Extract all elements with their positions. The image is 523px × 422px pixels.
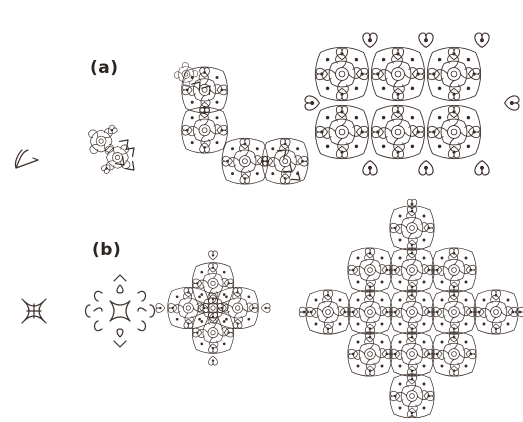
row-a-label: (a) xyxy=(90,58,119,78)
row-b-stage-2 xyxy=(84,274,156,348)
row-a-stage-4 xyxy=(304,32,520,176)
row-a-stage-1 xyxy=(14,149,39,169)
row-b-label: (b) xyxy=(92,240,122,260)
row-a-stage-2 xyxy=(79,119,139,179)
row-b-stage-1 xyxy=(21,298,47,324)
row-b-stage-3 xyxy=(155,250,271,366)
row-b-stage-4 xyxy=(298,198,523,422)
row-a-stage-3 xyxy=(173,62,308,185)
